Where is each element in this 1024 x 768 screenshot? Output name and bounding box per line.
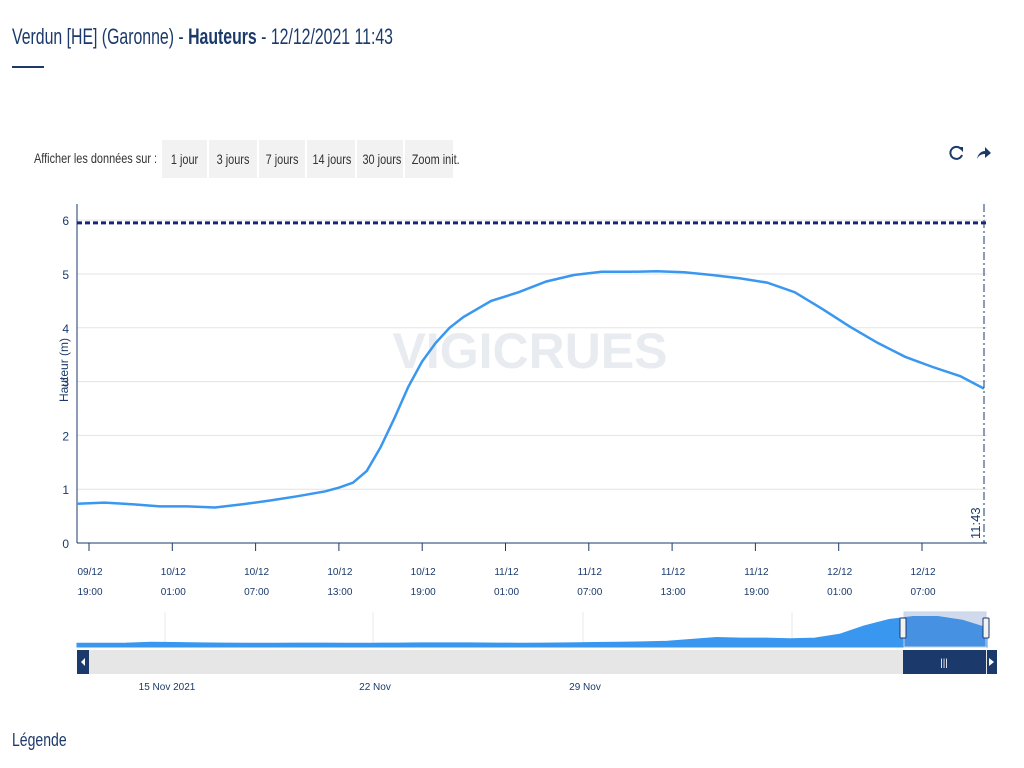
series-line — [76, 270, 985, 509]
y-tick-label: 2 — [62, 429, 69, 443]
station-name: Verdun [HE] (Garonne) - — [12, 24, 189, 49]
navigator: ||| 15 Nov 2021 22 Nov 29 Nov — [76, 611, 997, 693]
title-underline — [12, 66, 44, 68]
reload-icon[interactable] — [948, 144, 966, 162]
x-tick-time: 01:00 — [161, 587, 186, 598]
title-datetime: - 12/12/2021 11:43 — [256, 24, 393, 49]
x-tick-date: 11/12 — [744, 567, 769, 578]
chart: VIGICRUES 0 1 2 3 4 5 6 Hauteur (m) 09/12 19:00… — [57, 204, 997, 693]
variable-name: Hauteurs — [188, 24, 257, 49]
range-3-days-button[interactable]: 3 jours — [209, 140, 257, 178]
x-tick-date: 10/12 — [411, 567, 436, 578]
y-tick-label: 0 — [62, 537, 69, 551]
x-tick-time: 19:00 — [77, 587, 102, 598]
navigator-handle-right[interactable] — [982, 617, 990, 639]
x-tick-date: 11/12 — [494, 567, 519, 578]
x-tick-date: 11/12 — [661, 567, 686, 578]
scrollbar-left-arrow — [81, 658, 85, 666]
x-tick-time: 07:00 — [577, 587, 602, 598]
y-tick-label: 6 — [62, 214, 69, 228]
x-tick-date: 10/12 — [327, 567, 352, 578]
page-title: Verdun [HE] (Garonne) - Hauteurs - 12/12… — [12, 24, 393, 50]
x-tick-date: 11/12 — [578, 567, 603, 578]
x-tick-time: 01:00 — [827, 587, 852, 598]
x-tick-time: 19:00 — [411, 587, 436, 598]
y-axis-label: Hauteur (m) — [57, 338, 71, 402]
x-tick-time: 13:00 — [661, 587, 686, 598]
navigator-handle-left[interactable] — [899, 617, 907, 639]
x-tick-date: 10/12 — [244, 567, 269, 578]
y-tick-label: 3 — [62, 376, 69, 390]
y-axis: 0 1 2 3 4 5 6 — [62, 204, 78, 551]
navigator-date-label: 22 Nov — [359, 682, 391, 693]
range-7-days-button[interactable]: 7 jours — [259, 140, 305, 178]
x-tick-time: 07:00 — [910, 587, 935, 598]
x-tick-time: 01:00 — [494, 587, 519, 598]
range-1-day-button[interactable]: 1 jour — [162, 140, 207, 178]
x-tick-date: 10/12 — [161, 567, 186, 578]
navigator-date-label: 15 Nov 2021 — [139, 682, 196, 693]
range-label: Afficher les données sur : — [34, 150, 158, 166]
current-time-label: 11:43 — [968, 507, 983, 539]
x-tick-date: 09/12 — [77, 567, 102, 578]
navigator-date-label: 29 Nov — [569, 682, 601, 693]
x-tick-date: 12/12 — [827, 567, 852, 578]
x-tick-time: 19:00 — [744, 587, 769, 598]
scrollbar-grip: ||| — [940, 658, 948, 669]
share-icon[interactable] — [974, 144, 992, 162]
y-tick-label: 1 — [62, 483, 69, 497]
x-axis: 09/12 19:00 10/12 01:00 10/12 07:00 10/12 13:00… — [77, 542, 987, 598]
x-tick-time: 07:00 — [244, 587, 269, 598]
navigator-selection[interactable] — [903, 611, 987, 648]
scrollbar-thumb[interactable] — [903, 650, 986, 674]
range-14-days-button[interactable]: 14 jours — [307, 140, 355, 178]
legend-title: Légende — [12, 730, 67, 750]
scrollbar-right-arrow — [989, 658, 994, 666]
y-tick-label: 4 — [62, 322, 69, 336]
zoom-reset-button[interactable]: Zoom init. — [405, 140, 460, 178]
scrollbar-track[interactable] — [77, 650, 997, 674]
range-30-days-button[interactable]: 30 jours — [357, 140, 403, 178]
x-tick-time: 13:00 — [327, 587, 352, 598]
y-tick-label: 5 — [62, 268, 69, 282]
watermark: VIGICRUES — [392, 323, 667, 379]
navigator-area — [76, 616, 988, 648]
grid — [77, 219, 987, 490]
x-tick-date: 12/12 — [910, 567, 935, 578]
